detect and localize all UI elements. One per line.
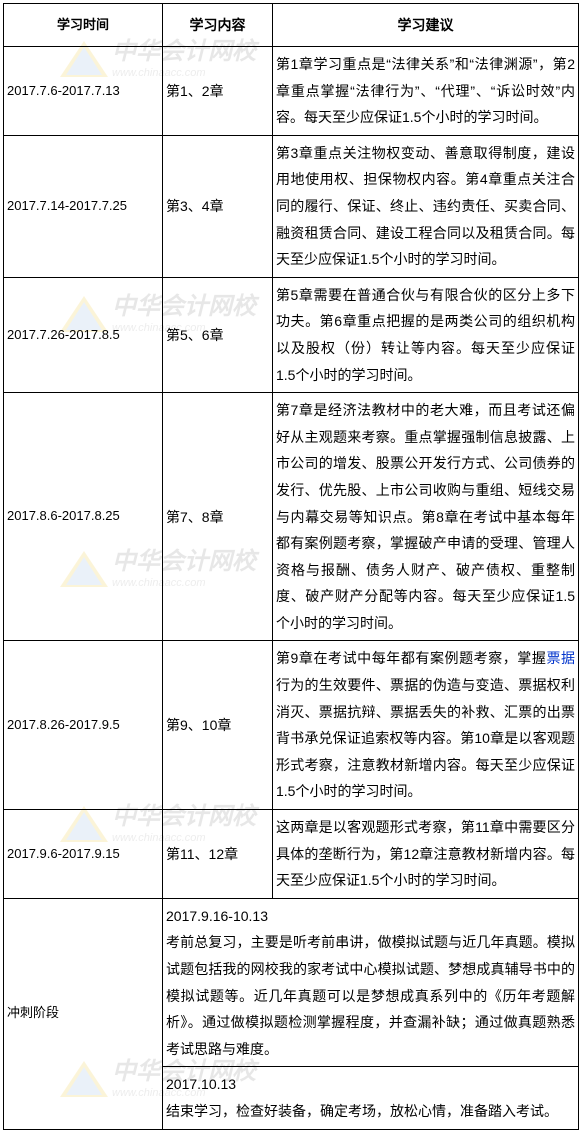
cell-time: 2017.8.6-2017.8.25 (4, 393, 163, 641)
cell-content: 第1、2章 (163, 47, 273, 136)
cell-suggest: 第9章在考试中每年都有案例题考察，掌握票据行为的生效要件、票据的伪造与变造、票据… (273, 641, 579, 810)
cell-content: 第11、12章 (163, 810, 273, 899)
cell-time: 2017.7.14-2017.7.25 (4, 135, 163, 277)
cell-suggest: 第3章重点关注物权变动、善意取得制度，建设用地使用权、担保物权内容。第4章重点关… (273, 135, 579, 277)
cell-suggest: 第1章学习重点是“法律关系”和“法律渊源”，第2章重点掌握“法律行为”、“代理”… (273, 47, 579, 136)
final-block-2-text: 结束学习，检查好装备，确定考场，放松心情，准备踏入考试。 (166, 1098, 575, 1125)
cell-time-final: 冲刺阶段 (4, 898, 163, 1129)
final-block-1-date: 2017.9.16-10.13 (166, 903, 575, 930)
study-schedule-table: 学习时间 学习内容 学习建议 2017.7.6-2017.7.13第1、2章第1… (3, 3, 579, 1130)
header-content: 学习内容 (163, 4, 273, 47)
table-row: 2017.7.14-2017.7.25第3、4章第3章重点关注物权变动、善意取得… (4, 135, 579, 277)
table-row: 2017.8.26-2017.9.5第9、10章第9章在考试中每年都有案例题考察… (4, 641, 579, 810)
cell-suggest: 这两章是以客观题形式考察，第11章中需要区分具体的垄断行为，第12章注意教材新增… (273, 810, 579, 899)
cell-content: 第5、6章 (163, 277, 273, 392)
cell-content: 第9、10章 (163, 641, 273, 810)
table-row: 2017.7.6-2017.7.13第1、2章第1章学习重点是“法律关系”和“法… (4, 47, 579, 136)
header-time: 学习时间 (4, 4, 163, 47)
table-row-final: 冲刺阶段2017.9.16-10.13考前总复习，主要是听考前串讲，做模拟试题与… (4, 898, 579, 1129)
cell-final-merged: 2017.9.16-10.13考前总复习，主要是听考前串讲，做模拟试题与近几年真… (163, 898, 579, 1129)
cell-suggest: 第5章需要在普通合伙与有限合伙的区分上多下功夫。第6章重点把握的是两类公司的组织… (273, 277, 579, 392)
final-block-1-text: 考前总复习，主要是听考前串讲，做模拟试题与近几年真题。模拟试题包括我的网校我的家… (166, 929, 575, 1062)
suggest-text-post: 行为的生效要件、票据的伪造与变造、票据权利消灭、票据抗辩、票据丢失的补救、汇票的… (276, 677, 575, 799)
cell-content: 第7、8章 (163, 393, 273, 641)
table-row: 2017.9.6-2017.9.15第11、12章这两章是以客观题形式考察，第1… (4, 810, 579, 899)
cell-time: 2017.8.26-2017.9.5 (4, 641, 163, 810)
cell-suggest: 第7章是经济法教材中的老大难，而且考试还偏好从主观题来考察。重点掌握强制信息披露… (273, 393, 579, 641)
table-row: 2017.8.6-2017.8.25第7、8章第7章是经济法教材中的老大难，而且… (4, 393, 579, 641)
inline-link[interactable]: 票据 (546, 650, 575, 666)
final-block-1: 2017.9.16-10.13考前总复习，主要是听考前串讲，做模拟试题与近几年真… (163, 899, 578, 1068)
cell-time: 2017.7.6-2017.7.13 (4, 47, 163, 136)
final-block-2: 2017.10.13结束学习，检查好装备，确定考场，放松心情，准备踏入考试。 (163, 1067, 578, 1128)
header-suggest: 学习建议 (273, 4, 579, 47)
final-block-2-date: 2017.10.13 (166, 1071, 575, 1098)
cell-time: 2017.9.6-2017.9.15 (4, 810, 163, 899)
cell-content: 第3、4章 (163, 135, 273, 277)
cell-time: 2017.7.26-2017.8.5 (4, 277, 163, 392)
table-row: 2017.7.26-2017.8.5第5、6章第5章需要在普通合伙与有限合伙的区… (4, 277, 579, 392)
table-header-row: 学习时间 学习内容 学习建议 (4, 4, 579, 47)
suggest-text-pre: 第9章在考试中每年都有案例题考察，掌握 (276, 650, 546, 666)
